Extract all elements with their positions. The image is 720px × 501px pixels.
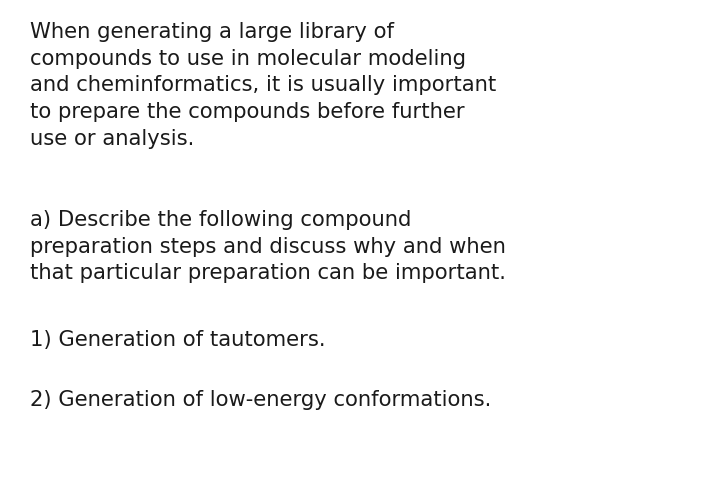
Text: When generating a large library of
compounds to use in molecular modeling
and ch: When generating a large library of compo… [30, 22, 496, 149]
Text: a) Describe the following compound
preparation steps and discuss why and when
th: a) Describe the following compound prepa… [30, 209, 506, 283]
Text: 1) Generation of tautomers.: 1) Generation of tautomers. [30, 329, 325, 349]
Text: 2) Generation of low-energy conformations.: 2) Generation of low-energy conformation… [30, 389, 491, 409]
